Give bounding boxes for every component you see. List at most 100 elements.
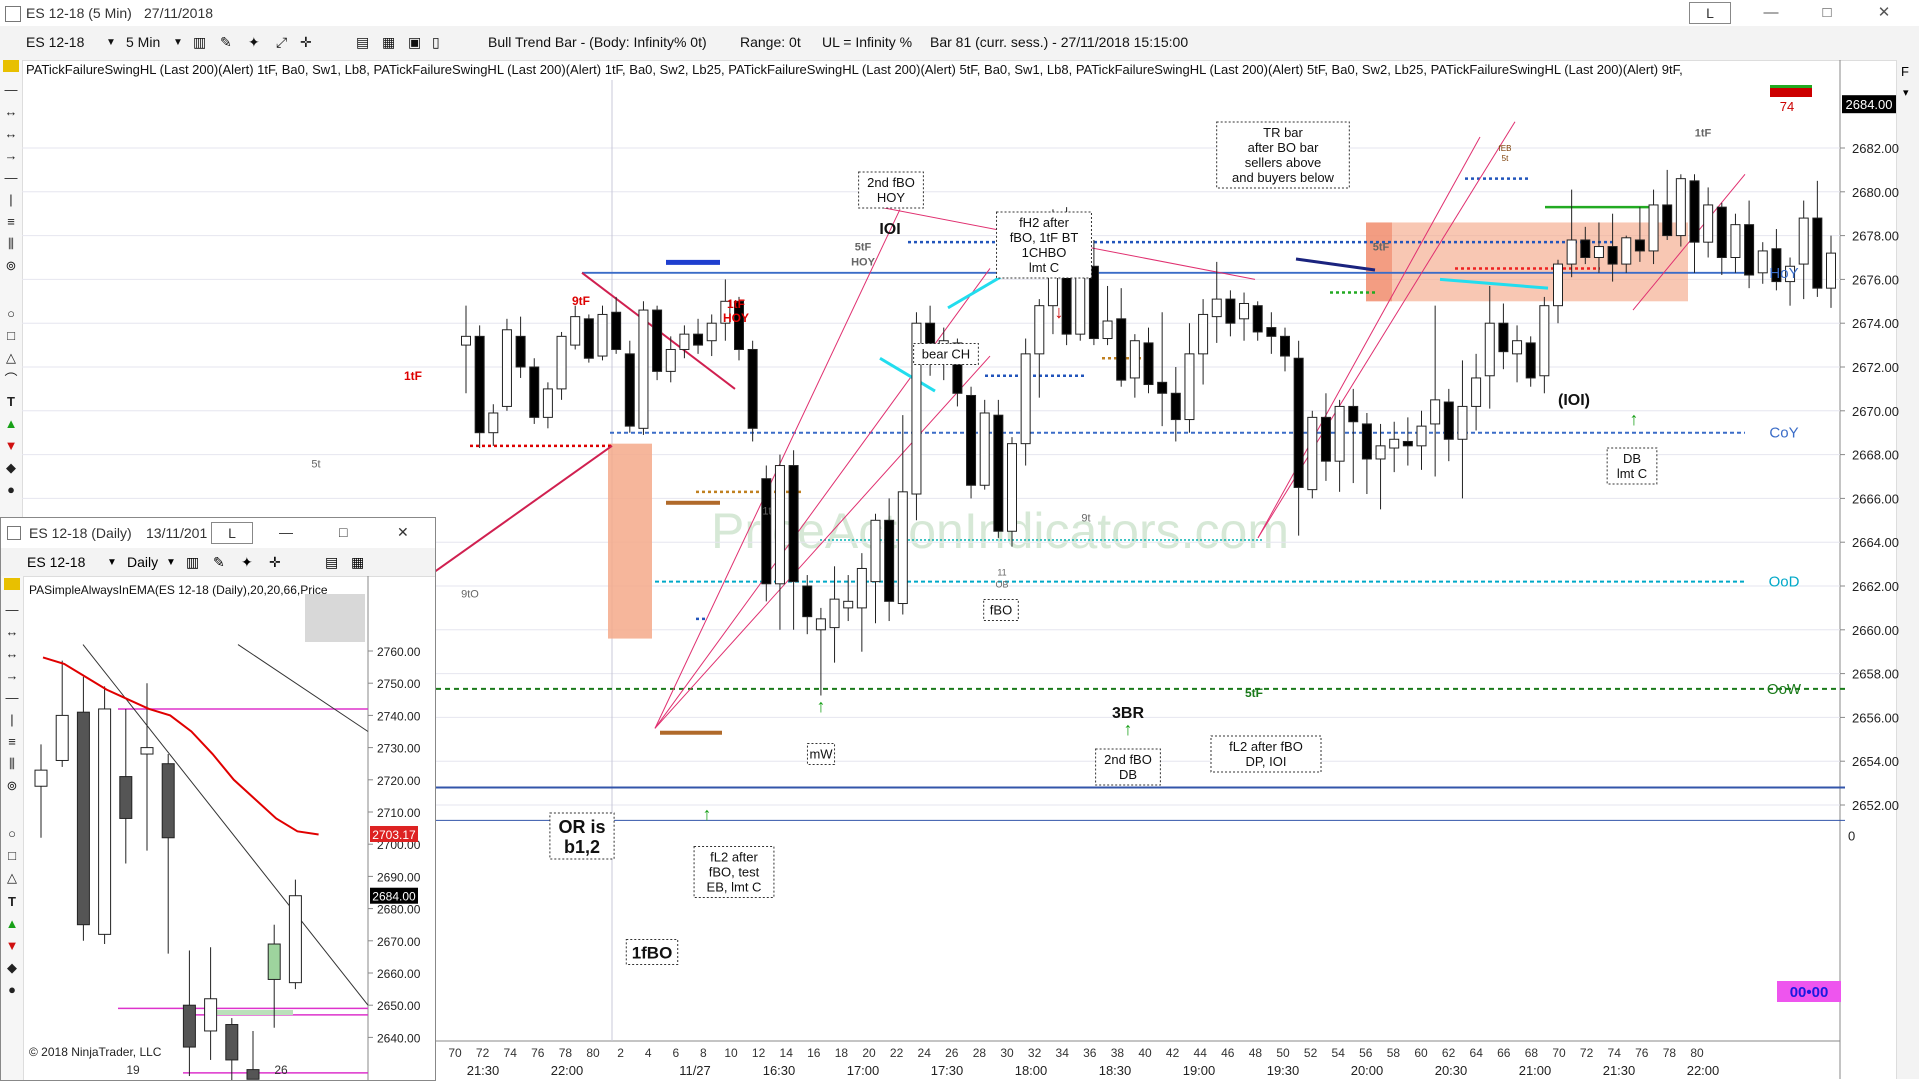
daily-bear-candle (182, 1004, 196, 1048)
text-icon[interactable]: T (7, 394, 15, 409)
close-button[interactable]: ✕ (1877, 4, 1891, 21)
triangle-icon[interactable]: △ (6, 350, 16, 365)
gann-icon[interactable]: ⊚ (5, 258, 17, 273)
fib-icon[interactable]: ≡ (7, 214, 15, 229)
interval-selector[interactable]: 5 Min (126, 34, 161, 50)
ray-icon[interactable]: ↔ (4, 104, 18, 119)
daily-arrow-down-icon[interactable]: ▼ (5, 938, 19, 953)
daily-rectangle-icon[interactable]: □ (8, 848, 16, 863)
interval-chevron-icon[interactable]: ▼ (173, 37, 183, 48)
instrument-selector[interactable]: ES 12-18 (26, 34, 85, 50)
extended-line-icon[interactable]: ↔ (4, 126, 18, 141)
minimize-button[interactable]: — (1763, 4, 1779, 21)
magic-wand-icon[interactable]: ✦ (248, 34, 260, 50)
daily-properties-icon[interactable]: ▤ (325, 554, 339, 570)
daily-instrument-chevron-icon[interactable]: ▼ (107, 557, 117, 568)
strategy-icon[interactable]: ▦ (382, 34, 396, 50)
x-tick-label: 52 (1304, 1046, 1318, 1060)
bear-candle-body (1402, 440, 1413, 447)
bull-candle-body (1785, 265, 1796, 283)
arc-icon[interactable]: ⌒ (4, 372, 18, 387)
daily-interval-chevron-icon[interactable]: ▼ (166, 557, 176, 568)
arrow-down-icon[interactable]: ▼ (4, 438, 18, 453)
bear-candle-body (1348, 405, 1359, 423)
arrow-line-icon[interactable]: → (4, 148, 18, 163)
daily-color-swatch-icon[interactable] (4, 578, 20, 590)
daily-fib-icon[interactable]: ≡ (8, 734, 16, 749)
crosshair-icon[interactable]: ✛ (300, 34, 312, 50)
bear-candle-body (1812, 217, 1823, 289)
dot-icon[interactable]: ● (7, 482, 15, 497)
arrow-up-icon[interactable]: ▲ (4, 416, 18, 431)
x-tick-label: 66 (1497, 1046, 1511, 1060)
daily-ray-icon[interactable]: ↔ (5, 624, 19, 639)
datafile-icon[interactable]: ▯ (432, 34, 440, 50)
bar-chart-icon[interactable]: ▥ (193, 34, 207, 50)
daily-text-icon[interactable]: T (8, 894, 16, 909)
bull-candle-body (1757, 250, 1768, 274)
bull-candle-body (1703, 204, 1714, 243)
daily-pencil-icon[interactable]: ✎ (213, 554, 225, 570)
daily-crosshair-icon[interactable]: ✛ (269, 554, 281, 570)
daily-line-icon[interactable]: — (5, 602, 19, 617)
daily-triangle-icon[interactable]: △ (7, 870, 17, 885)
bull-candle-body (1416, 425, 1427, 447)
daily-dot-icon[interactable]: ● (8, 982, 16, 997)
daily-andrews-icon[interactable]: ⫼ (9, 756, 15, 771)
vertical-line-icon[interactable]: | (9, 192, 13, 207)
bear-candle-body (1443, 401, 1454, 440)
daily-arrow-line-icon[interactable]: → (5, 668, 19, 683)
daily-vertical-line-icon[interactable]: | (10, 712, 14, 727)
hoy-marker-bar (666, 259, 720, 265)
bull-candle-body (720, 300, 731, 324)
bull-candle-body (1198, 313, 1209, 355)
daily-chart-window[interactable]: ES 12-18 (Daily) 13/11/201 L — □ ✕ ES 12… (0, 517, 436, 1081)
daily-strategy-icon[interactable]: ▦ (351, 554, 365, 570)
daily-maximize-button[interactable]: □ (339, 524, 348, 540)
pencil-icon[interactable]: ✎ (220, 34, 232, 50)
maximize-button[interactable]: □ (1822, 4, 1832, 21)
time-label: 22:00 (1687, 1063, 1720, 1078)
annotation-text: lmt C (1029, 260, 1059, 275)
daily-copyright: © 2018 NinjaTrader, LLC (29, 1045, 162, 1059)
image-icon[interactable]: ▣ (408, 34, 422, 50)
daily-shade-box (305, 594, 365, 642)
bull-candle-body (1430, 399, 1441, 425)
horizontal-line-icon[interactable]: — (4, 170, 18, 185)
properties-icon[interactable]: ▤ (356, 34, 370, 50)
daily-diamond-icon[interactable]: ◆ (7, 960, 17, 975)
daily-window-date: 13/11/201 (146, 525, 208, 541)
daily-gann-icon[interactable]: ⊚ (6, 778, 18, 793)
rectangle-icon[interactable]: □ (7, 328, 15, 343)
daily-extended-line-icon[interactable]: ↔ (5, 646, 19, 661)
y-tick-label-bottom: 0 (1848, 829, 1855, 844)
color-swatch-icon[interactable] (3, 60, 19, 72)
andrews-icon[interactable]: ⫼ (8, 236, 14, 251)
line-icon[interactable]: — (4, 82, 18, 97)
annotation-text: 9tO (461, 589, 479, 601)
daily-close-button[interactable]: ✕ (397, 524, 409, 540)
daily-minimize-button[interactable]: — (279, 524, 293, 540)
cursor-icon[interactable]: ⤢ (276, 34, 288, 50)
x-tick-label: 40 (1138, 1046, 1152, 1060)
bear-candle-body (1634, 239, 1645, 252)
right-panel-f-icon[interactable]: F (1901, 64, 1909, 79)
daily-horizontal-line-icon[interactable]: — (5, 690, 19, 705)
daily-interval-selector[interactable]: Daily (127, 554, 159, 570)
x-tick-label: 76 (531, 1046, 545, 1060)
diamond-icon[interactable]: ◆ (6, 460, 16, 475)
main-chart[interactable]: PriceActionIndicators.com 7400•00HoYCoYO… (0, 60, 1919, 1079)
right-panel-chevron-icon[interactable]: ▾ (1903, 87, 1909, 99)
instrument-chevron-icon[interactable]: ▼ (106, 37, 116, 48)
link-l-button[interactable]: L (1689, 2, 1731, 24)
daily-bar-chart-icon[interactable]: ▥ (186, 554, 200, 570)
daily-ellipse-icon[interactable]: ○ (8, 826, 16, 841)
y-tick-label: 2656.00 (1852, 710, 1899, 725)
daily-magic-wand-icon[interactable]: ✦ (241, 554, 253, 570)
x-tick-label: 14 (780, 1046, 794, 1060)
daily-chart[interactable]: PASimpleAlwaysInEMA(ES 12-18 (Daily),20,… (23, 576, 435, 1080)
ellipse-icon[interactable]: ○ (7, 306, 15, 321)
daily-arrow-up-icon[interactable]: ▲ (5, 916, 19, 931)
daily-instrument-selector[interactable]: ES 12-18 (27, 554, 86, 570)
daily-link-l-button[interactable]: L (211, 522, 253, 544)
